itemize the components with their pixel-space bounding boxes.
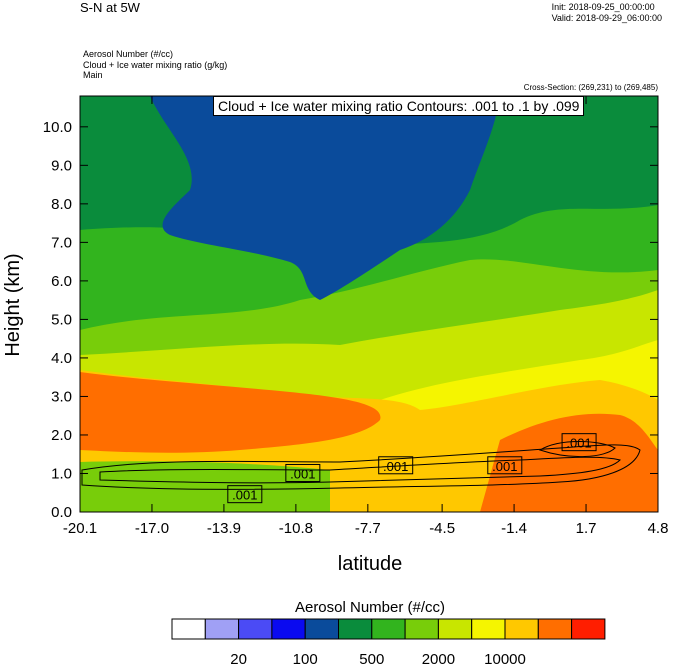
contour-label-box bbox=[561, 433, 597, 452]
x-tick-label: -13.9 bbox=[207, 520, 241, 537]
colorbar-label: 20 bbox=[230, 651, 247, 668]
contour-label-box bbox=[378, 456, 414, 475]
page-title: S-N at 5W bbox=[80, 0, 140, 15]
x-axis-label: latitude bbox=[338, 553, 403, 575]
colorbar-swatch bbox=[238, 618, 273, 640]
field-aerosol: Aerosol Number (#/cc) bbox=[83, 49, 174, 59]
contour-label: .001 bbox=[383, 459, 408, 474]
colorbar-label: 500 bbox=[359, 651, 384, 668]
valid-time: Valid: 2018-09-29_06:00:00 bbox=[551, 13, 662, 23]
colorbar-swatch bbox=[571, 618, 606, 640]
colorbar-label: 10000 bbox=[484, 651, 526, 668]
contour-line-inner bbox=[99, 456, 621, 484]
colorbar-swatch bbox=[271, 618, 306, 640]
y-tick-label: 6.0 bbox=[51, 273, 72, 290]
field-layer-low-green bbox=[80, 461, 330, 512]
colorbar-swatch bbox=[471, 618, 506, 640]
y-tick-label: 10.0 bbox=[43, 119, 72, 136]
colorbar: 20 100 500 2000 10000 bbox=[171, 618, 606, 668]
x-tick-label: -20.1 bbox=[63, 520, 97, 537]
contour-label: .001 bbox=[566, 436, 591, 451]
run-times: Init: 2018-09-25_00:00:00 Valid: 2018-09… bbox=[552, 2, 662, 24]
field-layer-orange-west bbox=[80, 372, 381, 453]
axis-ticks: -20.1 -17.0 -13.9 -10.8 -7.7 -4.5 -1.4 1.7 4.8 0.… bbox=[43, 96, 669, 537]
colorbar-title: Aerosol Number (#/cc) bbox=[295, 599, 445, 616]
contour-line-outer bbox=[81, 444, 641, 490]
colorbar-swatch bbox=[504, 618, 539, 640]
x-tick-label: -1.4 bbox=[501, 520, 527, 537]
field-main: Main bbox=[83, 70, 103, 80]
y-tick-label: 8.0 bbox=[51, 196, 72, 213]
field-layer-blue bbox=[150, 96, 500, 300]
field-layer-orange-east bbox=[480, 413, 658, 512]
contour-labels: .001 .001 .001 .001 .001 bbox=[227, 433, 597, 504]
colorbar-label: 100 bbox=[293, 651, 318, 668]
x-tick-label: -7.7 bbox=[355, 520, 381, 537]
colorbar-swatch bbox=[371, 618, 406, 640]
colorbar-swatch bbox=[204, 618, 240, 640]
colorbar-swatch bbox=[304, 618, 340, 640]
y-tick-label: 5.0 bbox=[51, 311, 72, 328]
y-axis-label: Height (km) bbox=[2, 253, 24, 356]
y-tick-label: 4.0 bbox=[51, 350, 72, 367]
colorbar-swatch bbox=[404, 618, 439, 640]
y-tick-label: 1.0 bbox=[51, 465, 72, 482]
contour-label-box bbox=[227, 485, 263, 504]
x-tick-label: 4.8 bbox=[648, 520, 669, 537]
x-tick-label: 1.7 bbox=[576, 520, 597, 537]
contour-label: .001 bbox=[290, 466, 315, 481]
contour-label-box bbox=[487, 456, 523, 475]
cross-section-label: Cross-Section: (269,231) to (269,485) bbox=[523, 83, 658, 92]
y-tick-label: 7.0 bbox=[51, 234, 72, 251]
x-tick-label: -17.0 bbox=[135, 520, 169, 537]
colorbar-label: 2000 bbox=[422, 651, 455, 668]
init-time: Init: 2018-09-25_00:00:00 bbox=[551, 2, 655, 12]
y-tick-label: 0.0 bbox=[51, 504, 72, 521]
colorbar-swatch bbox=[171, 618, 206, 640]
colorbar-swatch bbox=[537, 618, 573, 640]
contour-info-box: Cloud + Ice water mixing ratio Contours:… bbox=[213, 96, 585, 116]
field-cloud-ice: Cloud + Ice water mixing ratio (g/kg) bbox=[83, 59, 228, 70]
colorbar-swatch bbox=[437, 618, 473, 640]
x-tick-label: -4.5 bbox=[429, 520, 455, 537]
y-tick-label: 2.0 bbox=[51, 427, 72, 444]
colorbar-swatch bbox=[338, 618, 373, 640]
y-tick-label: 9.0 bbox=[51, 157, 72, 174]
field-list: Aerosol Number (#/cc) Cloud + Ice water … bbox=[83, 49, 227, 81]
x-tick-label: -10.8 bbox=[279, 520, 313, 537]
contour-label-box bbox=[285, 463, 321, 482]
y-tick-label: 3.0 bbox=[51, 388, 72, 405]
contour-label: .001 bbox=[232, 488, 257, 503]
contour-label: .001 bbox=[492, 459, 517, 474]
